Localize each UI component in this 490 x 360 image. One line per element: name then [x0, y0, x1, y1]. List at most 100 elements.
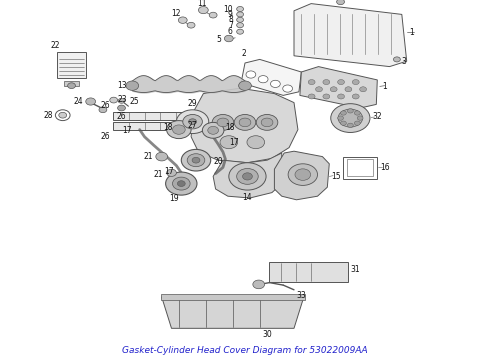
Text: 7: 7 [228, 21, 233, 30]
Text: 23: 23 [118, 95, 127, 104]
Text: 18: 18 [225, 123, 235, 132]
Circle shape [110, 97, 118, 103]
Text: 33: 33 [296, 291, 306, 300]
Circle shape [234, 114, 256, 130]
Text: 13: 13 [117, 81, 126, 90]
Text: 10: 10 [223, 4, 233, 13]
Circle shape [167, 121, 191, 139]
Text: 24: 24 [74, 97, 83, 106]
Text: Gasket-Cylinder Head Cover Diagram for 53022009AA: Gasket-Cylinder Head Cover Diagram for 5… [122, 346, 368, 355]
Circle shape [118, 98, 125, 103]
Circle shape [360, 87, 367, 92]
Circle shape [354, 111, 360, 115]
Circle shape [253, 280, 265, 289]
Circle shape [239, 118, 251, 127]
Text: 11: 11 [197, 0, 207, 8]
Polygon shape [294, 4, 407, 67]
Circle shape [237, 12, 244, 17]
Circle shape [202, 122, 224, 138]
Polygon shape [274, 151, 329, 200]
Circle shape [352, 80, 359, 85]
Circle shape [198, 6, 208, 14]
Circle shape [288, 164, 318, 185]
Text: 31: 31 [350, 266, 360, 274]
Circle shape [99, 107, 107, 113]
Circle shape [237, 29, 244, 34]
Circle shape [209, 12, 217, 18]
Text: 6: 6 [228, 27, 233, 36]
Circle shape [59, 112, 67, 118]
Polygon shape [213, 153, 282, 198]
Circle shape [270, 80, 280, 87]
Circle shape [258, 76, 268, 83]
Text: 26: 26 [117, 112, 126, 121]
Text: 8: 8 [228, 15, 233, 24]
Circle shape [126, 81, 139, 90]
Circle shape [338, 80, 344, 85]
Circle shape [156, 152, 168, 161]
Circle shape [187, 154, 205, 167]
Circle shape [393, 57, 400, 62]
Circle shape [352, 94, 359, 99]
Circle shape [323, 94, 330, 99]
Circle shape [246, 71, 256, 78]
Circle shape [354, 121, 360, 125]
Bar [347, 159, 373, 176]
Circle shape [166, 172, 197, 195]
Text: 28: 28 [44, 111, 53, 120]
Text: 27: 27 [187, 121, 197, 130]
Text: 32: 32 [372, 112, 382, 121]
Circle shape [224, 35, 233, 42]
Text: 9: 9 [228, 10, 233, 19]
Circle shape [178, 17, 187, 23]
Text: 22: 22 [50, 41, 60, 50]
Circle shape [167, 169, 176, 176]
Text: 19: 19 [169, 194, 179, 203]
Circle shape [118, 105, 125, 111]
Circle shape [243, 173, 252, 180]
Circle shape [172, 177, 190, 190]
Circle shape [295, 169, 311, 180]
Text: 3: 3 [402, 57, 407, 66]
Circle shape [237, 168, 258, 184]
Circle shape [308, 80, 315, 85]
Circle shape [86, 98, 96, 105]
Circle shape [181, 149, 211, 171]
Circle shape [177, 181, 185, 186]
Circle shape [55, 110, 70, 121]
Text: 26: 26 [100, 132, 110, 141]
Circle shape [237, 6, 244, 12]
Circle shape [338, 94, 344, 99]
Text: 12: 12 [172, 9, 181, 18]
Circle shape [176, 110, 209, 134]
Bar [113, 122, 184, 130]
Circle shape [68, 83, 75, 89]
Circle shape [341, 121, 346, 125]
Circle shape [338, 109, 363, 127]
Text: 26: 26 [100, 101, 110, 110]
Circle shape [220, 136, 238, 149]
Circle shape [212, 114, 234, 130]
Circle shape [217, 118, 229, 127]
Bar [113, 112, 184, 120]
Text: 15: 15 [331, 172, 341, 181]
Circle shape [229, 163, 266, 190]
Bar [64, 81, 79, 86]
Circle shape [208, 126, 219, 134]
Polygon shape [162, 297, 304, 328]
Bar [343, 157, 377, 179]
Text: 17: 17 [164, 167, 174, 176]
Text: 20: 20 [213, 157, 223, 166]
Text: 17: 17 [229, 138, 239, 147]
Circle shape [308, 94, 315, 99]
Circle shape [237, 17, 244, 22]
Bar [57, 52, 86, 78]
Polygon shape [191, 88, 298, 163]
Text: 5: 5 [217, 35, 221, 44]
Circle shape [192, 157, 200, 163]
Text: 30: 30 [262, 330, 272, 339]
Circle shape [261, 118, 273, 127]
Circle shape [187, 22, 195, 28]
Text: 18: 18 [164, 123, 173, 132]
Polygon shape [241, 59, 301, 95]
